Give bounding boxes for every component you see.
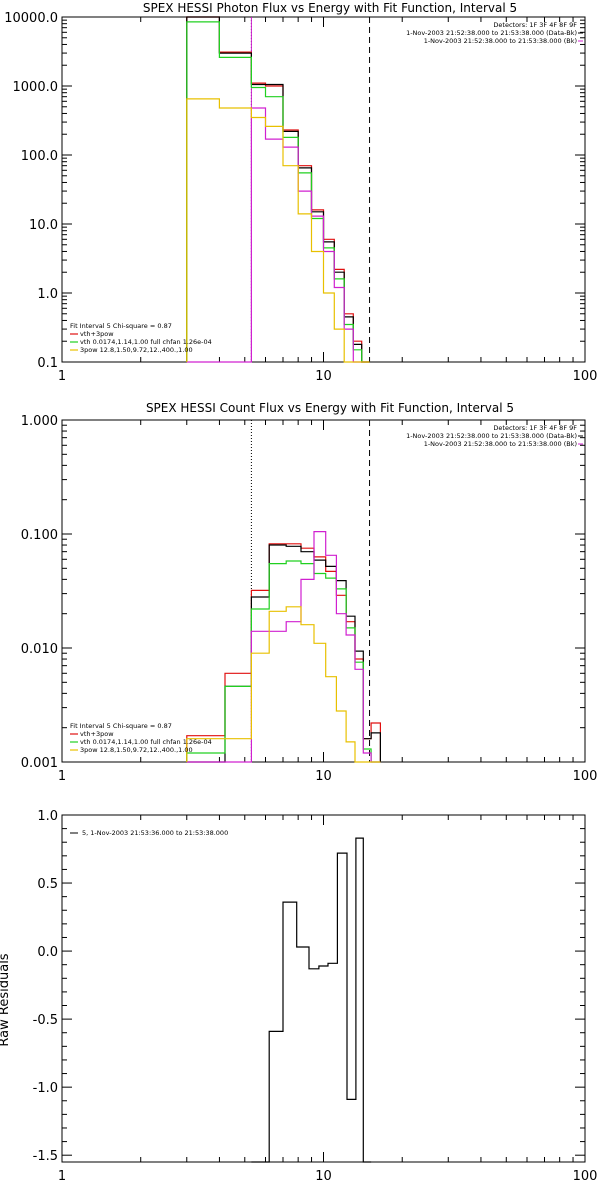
plot-frame xyxy=(61,814,586,1163)
legend-bottomleft-text: vth+3pow xyxy=(80,730,114,738)
y-tick-label: 1.0 xyxy=(37,287,58,302)
y-tick-label: 0.1 xyxy=(37,356,58,371)
legend-topright-text: Detectors: 1F 3F 4F 8F 9F xyxy=(493,21,577,29)
series-step-line xyxy=(186,560,381,763)
y-tick-label: 0.5 xyxy=(37,877,58,892)
residuals-panel: Raw Residuals 1 10 100 -1.5 -1.0 -0.5 0.0 0.5 1.… xyxy=(0,809,597,1184)
plot-frame xyxy=(61,419,586,763)
count-flux-panel: SPEX HESSI Count Flux vs Energy with Fit… xyxy=(21,401,598,784)
x-tick-label: 100 xyxy=(573,1169,598,1184)
x-tick-label: 100 xyxy=(573,769,598,784)
plot-frame xyxy=(61,16,586,363)
series-step-line xyxy=(186,16,370,363)
photon-flux-title: SPEX HESSI Photon Flux vs Energy with Fi… xyxy=(143,1,517,15)
x-tick-label: 1 xyxy=(58,1169,66,1184)
residuals-ylabel: Raw Residuals xyxy=(0,953,12,1046)
x-tick-label: 10 xyxy=(315,769,332,784)
y-tick-label: 10000.0 xyxy=(4,11,58,26)
legend-bottomleft-text: vth 0.0174,1.14,1.00 full chfan 1.26e-04 xyxy=(80,338,212,346)
y-tick-label: 0.001 xyxy=(21,756,58,771)
y-tick-label: 1.000 xyxy=(21,414,58,429)
x-tick-label: 100 xyxy=(573,369,598,384)
x-tick-label: 1 xyxy=(58,769,66,784)
legend-bottomleft-text: vth+3pow xyxy=(80,330,114,338)
y-tick-label: 10.0 xyxy=(29,218,58,233)
series-step-line xyxy=(186,531,381,763)
photon-flux-panel: SPEX HESSI Photon Flux vs Energy with Fi… xyxy=(4,1,597,384)
legend-bottomleft-text: 3pow 12.8,1.50,9.72,12.,400.,1.00 xyxy=(80,746,193,754)
y-tick-label: -1.5 xyxy=(33,1149,58,1164)
legend-bottomleft-text: 3pow 12.8,1.50,9.72,12.,400.,1.00 xyxy=(80,346,193,354)
legend-topright-text: 1-Nov-2003 21:52:38.000 to 21:53:38.000 … xyxy=(406,29,577,37)
series-step-line xyxy=(186,544,381,763)
legend-bottomleft-text: Fit Interval 5 Chi-square = 0.87 xyxy=(70,722,172,730)
y-tick-label: 0.010 xyxy=(21,642,58,657)
y-tick-label: -0.5 xyxy=(33,1013,58,1028)
y-tick-label: 1.0 xyxy=(37,809,58,824)
legend-topright-text: 1-Nov-2003 21:52:38.000 to 21:53:38.000 … xyxy=(424,37,577,45)
legend-topleft-text: 5, 1-Nov-2003 21:53:36.000 to 21:53:38.0… xyxy=(82,829,228,837)
series-step-line xyxy=(186,21,370,363)
legend-topright-text: Detectors: 1F 3F 4F 8F 9F xyxy=(493,424,577,432)
legend-topright-text: 1-Nov-2003 21:52:38.000 to 21:53:38.000 … xyxy=(424,440,577,448)
y-tick-label: 100.0 xyxy=(21,149,58,164)
y-tick-label: 0.0 xyxy=(37,945,58,960)
series-step-line xyxy=(186,543,381,762)
legend-bottomleft-text: Fit Interval 5 Chi-square = 0.87 xyxy=(70,322,172,330)
legend-bottomleft-text: vth 0.0174,1.14,1.00 full chfan 1.26e-04 xyxy=(80,738,212,746)
y-tick-label: 1000.0 xyxy=(13,80,59,95)
series-step-line xyxy=(186,606,381,763)
count-flux-title: SPEX HESSI Count Flux vs Energy with Fit… xyxy=(146,401,514,415)
x-tick-label: 10 xyxy=(315,1169,332,1184)
x-tick-label: 10 xyxy=(315,369,332,384)
residual-step-line xyxy=(251,837,372,1163)
x-tick-label: 1 xyxy=(58,369,66,384)
series-step-line xyxy=(186,16,370,363)
y-tick-label: 0.100 xyxy=(21,528,58,543)
y-tick-label: -1.0 xyxy=(33,1081,58,1096)
series-step-line xyxy=(186,107,370,363)
legend-topright-text: 1-Nov-2003 21:52:38.000 to 21:53:38.000 … xyxy=(406,432,577,440)
series-step-line xyxy=(186,98,370,363)
